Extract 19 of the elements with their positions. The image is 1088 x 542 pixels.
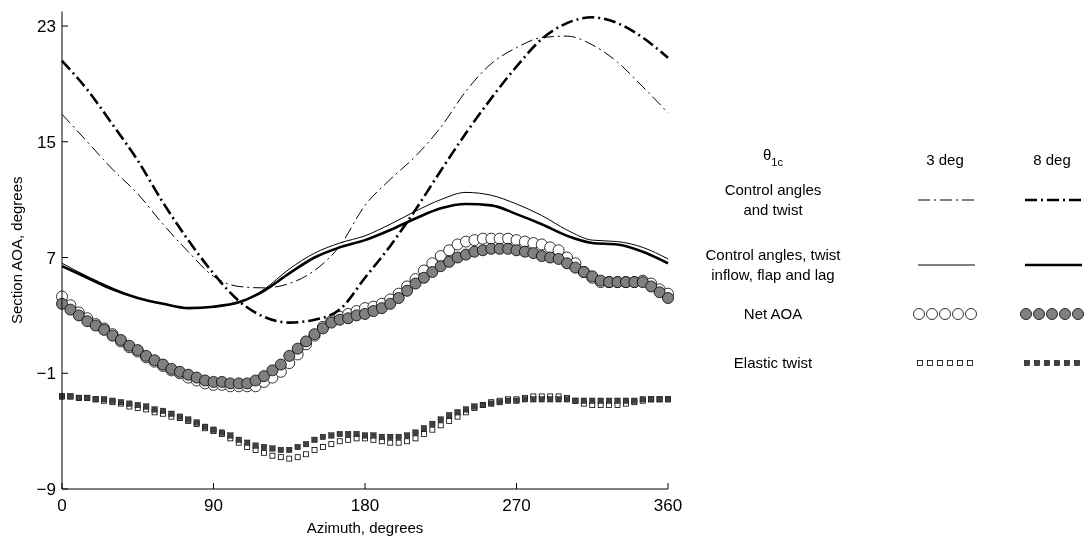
text: Control angles and twist [724,181,822,218]
y-tick-label: −1 [36,364,56,384]
y-tick-label: −9 [36,480,56,499]
text: Elastic twist [733,354,813,371]
y-tick-label: 23 [37,17,56,36]
y-tick-label: 7 [46,248,56,268]
y-axis-title: Section AOA, degrees [8,176,25,325]
text: 3 deg [926,151,964,168]
legend-title: θ$_{1c}$ [762,146,784,168]
x-axis-title: Azimuth, degrees [306,519,424,536]
x-tick-label: 360 [653,496,683,515]
text: Net AOA [743,305,803,322]
x-tick-label: 0 [57,496,67,515]
x-tick-label: 90 [204,496,223,515]
text: Control angles, twist inflow, flap and lag [705,246,842,283]
x-tick-label: 180 [350,496,380,515]
text: 8 deg [1033,151,1071,168]
x-tick-label: 270 [502,496,531,515]
y-tick-label: 15 [37,132,56,152]
